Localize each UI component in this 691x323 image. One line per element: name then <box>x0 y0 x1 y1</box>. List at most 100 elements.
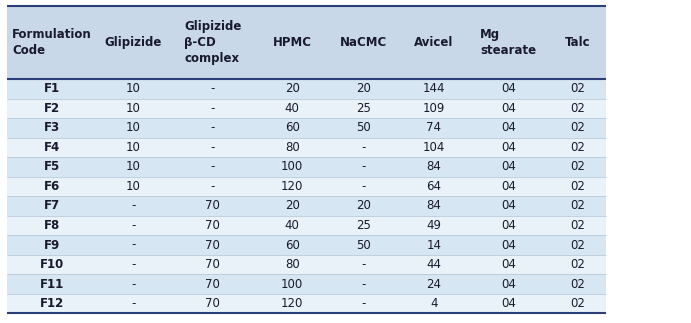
Bar <box>7 6 606 79</box>
Text: F1: F1 <box>44 82 60 95</box>
Text: 02: 02 <box>570 121 585 134</box>
Text: 50: 50 <box>356 121 370 134</box>
Text: 02: 02 <box>570 258 585 271</box>
Text: 80: 80 <box>285 258 300 271</box>
Text: F5: F5 <box>44 161 60 173</box>
Text: 40: 40 <box>285 219 300 232</box>
Text: 04: 04 <box>501 200 515 213</box>
Text: -: - <box>361 180 366 193</box>
Text: 04: 04 <box>501 297 515 310</box>
Text: 109: 109 <box>423 102 445 115</box>
Text: 02: 02 <box>570 180 585 193</box>
Bar <box>7 196 606 216</box>
Bar <box>7 99 606 118</box>
Text: 44: 44 <box>426 258 442 271</box>
Text: F4: F4 <box>44 141 60 154</box>
Bar <box>7 235 606 255</box>
Text: F2: F2 <box>44 102 60 115</box>
Text: 64: 64 <box>426 180 442 193</box>
Text: F11: F11 <box>40 277 64 290</box>
Text: 02: 02 <box>570 238 585 252</box>
Text: Formulation
Code: Formulation Code <box>12 28 92 57</box>
Text: 04: 04 <box>501 161 515 173</box>
Bar <box>7 177 606 196</box>
Text: 80: 80 <box>285 141 300 154</box>
Text: -: - <box>361 297 366 310</box>
Text: -: - <box>131 277 135 290</box>
Text: F10: F10 <box>40 258 64 271</box>
Text: 20: 20 <box>356 82 370 95</box>
Text: -: - <box>361 141 366 154</box>
Text: Glipizide: Glipizide <box>104 36 162 49</box>
Text: 144: 144 <box>423 82 445 95</box>
Text: 10: 10 <box>126 180 141 193</box>
Text: HPMC: HPMC <box>273 36 312 49</box>
Text: 02: 02 <box>570 297 585 310</box>
Text: 70: 70 <box>205 277 220 290</box>
Text: 100: 100 <box>281 161 303 173</box>
Text: -: - <box>211 82 215 95</box>
Text: 04: 04 <box>501 219 515 232</box>
Bar <box>7 274 606 294</box>
Text: 10: 10 <box>126 102 141 115</box>
Bar <box>7 79 606 99</box>
Text: -: - <box>131 200 135 213</box>
Text: 04: 04 <box>501 102 515 115</box>
Text: -: - <box>131 297 135 310</box>
Text: 40: 40 <box>285 102 300 115</box>
Text: -: - <box>131 238 135 252</box>
Bar <box>7 294 606 313</box>
Text: NaCMC: NaCMC <box>339 36 387 49</box>
Text: 02: 02 <box>570 200 585 213</box>
Text: 70: 70 <box>205 238 220 252</box>
Text: 02: 02 <box>570 141 585 154</box>
Text: 10: 10 <box>126 82 141 95</box>
Bar <box>7 216 606 235</box>
Text: 04: 04 <box>501 180 515 193</box>
Text: 120: 120 <box>281 297 303 310</box>
Text: F9: F9 <box>44 238 60 252</box>
Text: -: - <box>131 219 135 232</box>
Text: 02: 02 <box>570 161 585 173</box>
Text: 04: 04 <box>501 258 515 271</box>
Text: 02: 02 <box>570 277 585 290</box>
Text: 74: 74 <box>426 121 442 134</box>
Text: -: - <box>211 121 215 134</box>
Text: 04: 04 <box>501 121 515 134</box>
Text: -: - <box>361 161 366 173</box>
Text: F8: F8 <box>44 219 60 232</box>
Text: 84: 84 <box>426 161 442 173</box>
Bar <box>7 118 606 138</box>
Text: 04: 04 <box>501 141 515 154</box>
Text: -: - <box>211 161 215 173</box>
Text: 25: 25 <box>356 102 370 115</box>
Text: 20: 20 <box>356 200 370 213</box>
Text: -: - <box>211 141 215 154</box>
Text: 10: 10 <box>126 121 141 134</box>
Bar <box>7 255 606 274</box>
Text: 120: 120 <box>281 180 303 193</box>
Text: F12: F12 <box>40 297 64 310</box>
Bar <box>7 138 606 157</box>
Text: 24: 24 <box>426 277 442 290</box>
Text: F3: F3 <box>44 121 60 134</box>
Text: 10: 10 <box>126 161 141 173</box>
Text: 104: 104 <box>423 141 445 154</box>
Text: Avicel: Avicel <box>415 36 453 49</box>
Text: 70: 70 <box>205 258 220 271</box>
Text: 70: 70 <box>205 200 220 213</box>
Text: 02: 02 <box>570 102 585 115</box>
Text: 84: 84 <box>426 200 442 213</box>
Text: 10: 10 <box>126 141 141 154</box>
Text: 14: 14 <box>426 238 442 252</box>
Text: 100: 100 <box>281 277 303 290</box>
Text: 25: 25 <box>356 219 370 232</box>
Bar <box>7 157 606 177</box>
Text: 70: 70 <box>205 297 220 310</box>
Text: -: - <box>361 258 366 271</box>
Text: Mg
stearate: Mg stearate <box>480 28 536 57</box>
Text: F7: F7 <box>44 200 60 213</box>
Text: -: - <box>131 258 135 271</box>
Text: 60: 60 <box>285 121 300 134</box>
Text: 50: 50 <box>356 238 370 252</box>
